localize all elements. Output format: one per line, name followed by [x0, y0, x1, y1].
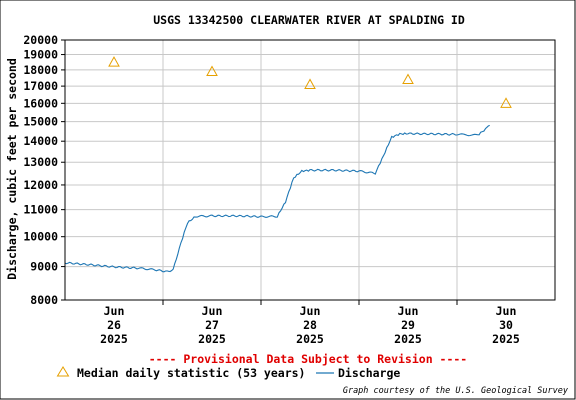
y-tick-label: 18000 — [23, 63, 58, 77]
median-marker — [304, 78, 316, 89]
y-tick-label: 20000 — [23, 33, 58, 47]
x-tick-label: 2025 — [100, 332, 128, 346]
y-tick-label: 14000 — [23, 134, 58, 148]
series-layer — [64, 56, 512, 273]
discharge-line — [64, 124, 490, 273]
legend-median-label: Median daily statistic (53 years) — [77, 366, 305, 380]
median-marker — [500, 97, 512, 108]
chart-title: USGS 13342500 CLEARWATER RIVER AT SPALDI… — [153, 13, 465, 27]
y-tick-label: 10000 — [23, 230, 58, 244]
y-tick-label: 16000 — [23, 96, 58, 110]
y-tick-label: 11000 — [23, 203, 58, 217]
y-tick-label: 12000 — [23, 178, 58, 192]
y-tick-label: 17000 — [23, 79, 58, 93]
legend-discharge-label: Discharge — [338, 366, 400, 380]
x-tick-label: Jun — [104, 304, 125, 318]
y-tick-label: 15000 — [23, 115, 58, 129]
y-tick-label: 8000 — [30, 293, 58, 307]
y-axis-ticks: 8000 9000 10000 11000 12000 13000 14000 15000 16… — [23, 33, 65, 307]
median-marker — [206, 65, 218, 76]
x-tick-label: 2025 — [198, 332, 226, 346]
credit-line: Graph courtesy of the U.S. Geological Su… — [343, 386, 569, 396]
x-tick-label: Jun — [496, 304, 517, 318]
x-tick-label: 30 — [499, 318, 513, 332]
x-tick-label: 26 — [107, 318, 121, 332]
y-tick-label: 13000 — [23, 155, 58, 169]
x-tick-label: Jun — [398, 304, 419, 318]
x-tick-label: Jun — [300, 304, 321, 318]
median-marker — [402, 73, 414, 85]
y-axis-label: Discharge, cubic feet per second — [5, 58, 19, 280]
x-tick-label: 28 — [303, 318, 317, 332]
x-tick-label: 29 — [401, 318, 415, 332]
x-tick-label: 2025 — [492, 332, 520, 346]
median-marker — [108, 56, 120, 67]
x-tick-label: 27 — [205, 318, 219, 332]
legend-median-marker — [56, 366, 70, 377]
grid-lines — [65, 40, 555, 300]
x-tick-label: 2025 — [296, 332, 324, 346]
provisional-note: ---- Provisional Data Subject to Revisio… — [149, 352, 468, 366]
y-tick-label: 19000 — [23, 48, 58, 62]
x-axis-ticks: Jun262025Jun272025Jun282025Jun292025Jun3… — [100, 300, 520, 346]
x-tick-label: Jun — [202, 304, 223, 318]
x-tick-label: 2025 — [394, 332, 422, 346]
y-tick-label: 9000 — [30, 260, 58, 274]
plot-area-frame — [64, 39, 556, 301]
legend: Median daily statistic (53 years) Discha… — [56, 366, 400, 380]
